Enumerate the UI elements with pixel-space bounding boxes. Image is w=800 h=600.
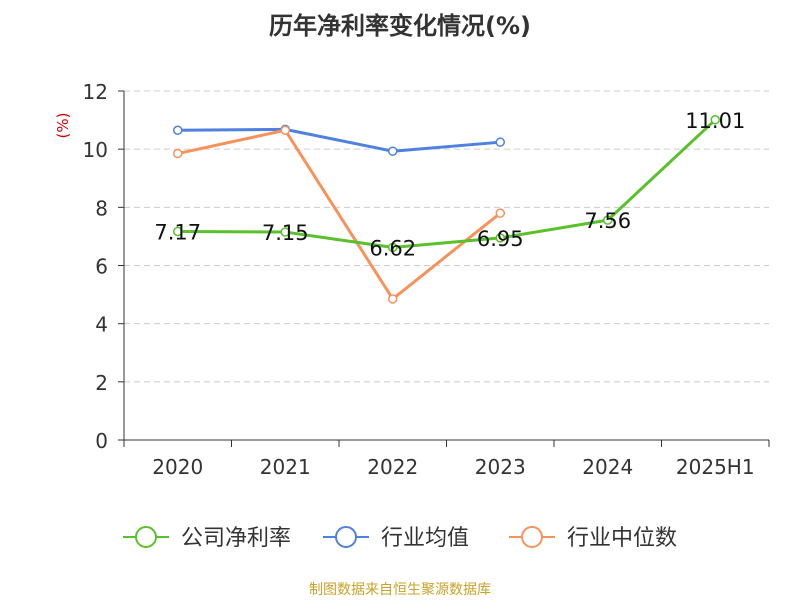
- x-tick-label: 2025H1: [676, 455, 755, 479]
- data-point: [173, 148, 183, 159]
- data-label: 7.17: [154, 220, 201, 244]
- y-tick-label: 4: [95, 313, 108, 337]
- data-point: [280, 125, 290, 136]
- data-point: [603, 215, 613, 225]
- series-line-2: [177, 128, 502, 301]
- legend-marker: [135, 526, 157, 548]
- y-tick-label: 12: [83, 80, 108, 104]
- series-line-0: [177, 118, 717, 249]
- data-point: [495, 208, 505, 218]
- data-point: [495, 233, 505, 243]
- chart-title: 历年净利率变化情况(%): [269, 12, 531, 40]
- data-point: [710, 115, 720, 125]
- y-tick-label: 8: [95, 196, 108, 220]
- series-line-1: [177, 127, 501, 153]
- y-tick-label: 6: [95, 255, 108, 279]
- source-note: 制图数据来自恒生聚源数据库: [309, 582, 491, 598]
- data-point: [173, 125, 183, 136]
- x-tick-label: 2021: [260, 455, 311, 479]
- data-label: 6.95: [477, 227, 524, 251]
- data-label: 11.01: [685, 109, 745, 133]
- data-point: [280, 227, 290, 237]
- x-tick-label: 2022: [367, 455, 418, 479]
- y-tick-label: 0: [95, 429, 108, 453]
- legend-label: 行业中位数: [567, 526, 677, 551]
- legend-marker: [335, 526, 357, 548]
- y-tick-label: 10: [83, 138, 108, 162]
- x-tick-label: 2024: [582, 455, 633, 479]
- data-point: [173, 226, 183, 237]
- legend-label: 公司净利率: [181, 526, 291, 551]
- data-point: [388, 146, 398, 156]
- x-tick-label: 2023: [475, 455, 526, 479]
- data-label: 6.62: [369, 236, 416, 260]
- y-axis-label: (%): [54, 113, 72, 139]
- data-label: 7.15: [262, 221, 309, 245]
- x-tick-label: 2020: [152, 455, 203, 479]
- legend-marker: [521, 526, 543, 548]
- legend-label: 行业均值: [381, 526, 469, 551]
- data-label: 7.56: [584, 209, 631, 233]
- data-point: [388, 294, 398, 304]
- data-point: [388, 242, 398, 253]
- y-tick-label: 2: [95, 371, 108, 395]
- data-point: [495, 137, 505, 147]
